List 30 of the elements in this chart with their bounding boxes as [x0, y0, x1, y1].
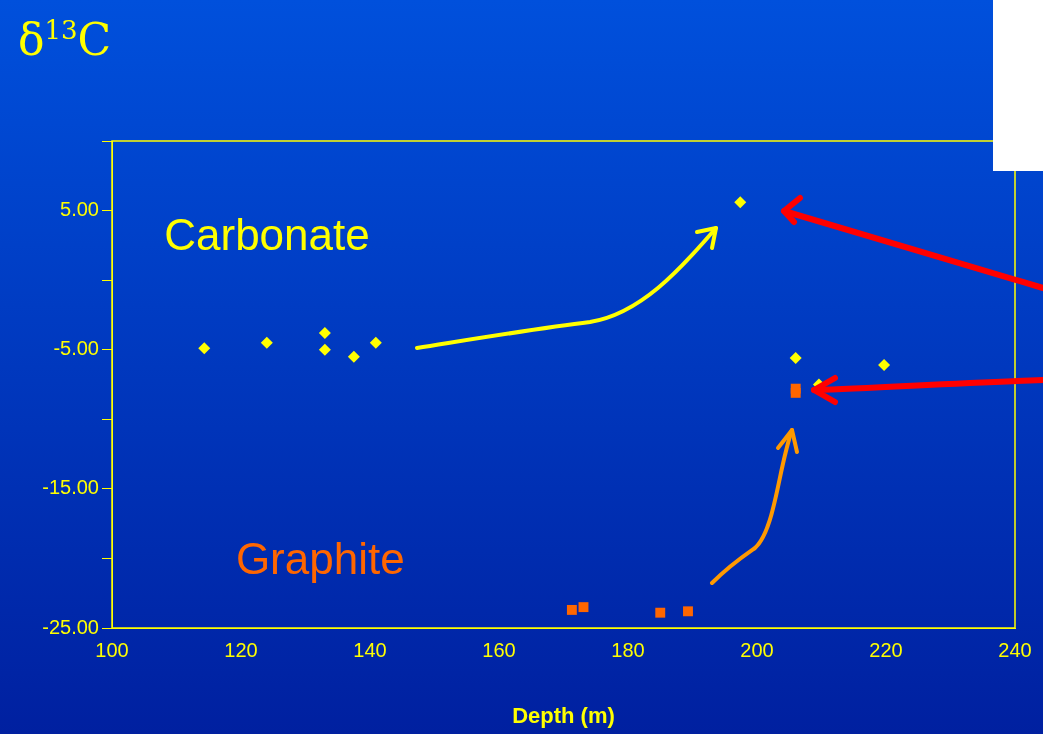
point	[789, 352, 802, 365]
x-tick-label: 160	[482, 638, 516, 661]
point	[878, 359, 891, 372]
point	[734, 196, 747, 209]
x-tick-label: 240	[998, 638, 1032, 661]
point	[347, 350, 360, 363]
series-label: Carbonate	[164, 210, 370, 260]
y-tick-label: -5.00	[53, 337, 99, 360]
point	[683, 606, 693, 617]
point	[578, 602, 589, 613]
point	[318, 343, 331, 356]
point	[369, 336, 382, 349]
point	[790, 387, 801, 398]
x-tick-label: 180	[611, 638, 645, 661]
point	[260, 336, 273, 349]
point	[198, 342, 211, 355]
text: Graphite	[235, 534, 405, 584]
chart-title: δ$^{13}$C	[18, 14, 112, 65]
x-tick-label: 140	[353, 638, 387, 661]
x-tick-label: 200	[740, 638, 774, 661]
y-tick-label: -25.00	[42, 615, 99, 638]
x-tick-label: 100	[95, 638, 129, 661]
point	[318, 327, 331, 340]
point	[566, 604, 577, 615]
point	[655, 607, 666, 618]
x-tick-label: 120	[224, 638, 258, 661]
x-axis-title: Depth (m)	[512, 702, 615, 728]
x-tick-label: 220	[869, 638, 903, 661]
y-tick-label: 5.00	[60, 198, 99, 221]
y-tick-label: -15.00	[42, 476, 99, 499]
